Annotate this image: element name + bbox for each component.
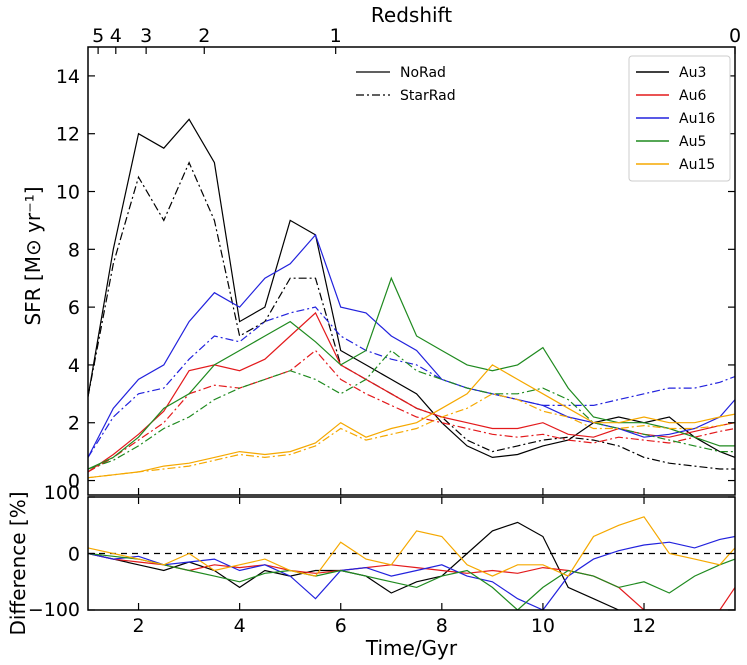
y-tick-label: 100 xyxy=(44,482,80,504)
legend-label-norad: NoRad xyxy=(400,65,446,81)
series-line-au16-dashdot xyxy=(88,306,735,458)
diff-line-au6 xyxy=(88,552,735,610)
series-line-au6-dashdot xyxy=(88,349,735,473)
y-tick-label: −100 xyxy=(28,599,80,621)
series-line-au5-dashdot xyxy=(88,349,735,470)
y-tick-label: 10 xyxy=(56,182,80,204)
legend-label-au15: Au15 xyxy=(679,157,715,173)
y-tick-label: 4 xyxy=(68,355,80,377)
redshift-tick-label: 5 xyxy=(92,25,104,47)
halo-legend: Au3 Au6 Au16 Au5 Au15 xyxy=(628,55,731,182)
sfr-lines xyxy=(88,118,735,479)
series-line-au6-solid xyxy=(88,311,735,473)
linestyle-legend: NoRad StarRad xyxy=(356,65,456,104)
diff-line-au5 xyxy=(88,552,735,610)
diff-line-au3 xyxy=(88,521,735,610)
difference-lines xyxy=(88,516,735,610)
difference-panel: −100 0 100 2 4 6 8 10 12 Time/Gyr Difference [%] xyxy=(6,482,736,660)
legend-box xyxy=(628,55,731,182)
legend-label-au5: Au5 xyxy=(679,134,706,150)
redshift-tick-label: 1 xyxy=(330,25,342,47)
series-line-au15-solid xyxy=(88,364,735,479)
x-axis-label: Time/Gyr xyxy=(365,636,458,660)
redshift-tick-label: 3 xyxy=(140,25,152,47)
series-line-au5-solid xyxy=(88,276,735,470)
x-tick-label: 2 xyxy=(133,615,145,637)
diff-line-au16 xyxy=(88,535,735,610)
legend-label-starrad: StarRad xyxy=(400,88,456,104)
x-tick-label: 10 xyxy=(531,615,555,637)
y-tick-label: 6 xyxy=(68,297,80,319)
legend-label-au16: Au16 xyxy=(679,111,715,127)
y-tick-label: 0 xyxy=(68,544,80,566)
y-tick-label: 2 xyxy=(68,413,80,435)
redshift-tick-label: 0 xyxy=(729,25,741,47)
difference-y-axis-label: Difference [%] xyxy=(6,491,30,635)
x-tick-label: 12 xyxy=(632,615,656,637)
legend-label-au3: Au3 xyxy=(679,65,706,81)
y-tick-label: 8 xyxy=(68,239,80,261)
redshift-tick-label: 2 xyxy=(198,25,210,47)
y-tick-label: 14 xyxy=(56,66,80,88)
series-line-au15-dashdot xyxy=(88,393,735,479)
redshift-tick-label: 4 xyxy=(110,25,122,47)
x-tick-label: 4 xyxy=(234,615,246,637)
x-tick-label: 8 xyxy=(436,615,448,637)
series-line-au16-solid xyxy=(88,233,735,458)
y-tick-label: 12 xyxy=(56,124,80,146)
sfr-frame xyxy=(87,46,736,496)
diff-line-au15 xyxy=(88,516,735,577)
redshift-axis-label: Redshift xyxy=(371,3,452,27)
y-tick-label: 0 xyxy=(68,471,80,493)
x-tick-label: 6 xyxy=(335,615,347,637)
legend-label-au6: Au6 xyxy=(679,88,706,104)
sfr-y-axis-label: SFR [M⊙ yr⁻¹] xyxy=(21,186,45,325)
series-line-au3-solid xyxy=(88,118,735,459)
